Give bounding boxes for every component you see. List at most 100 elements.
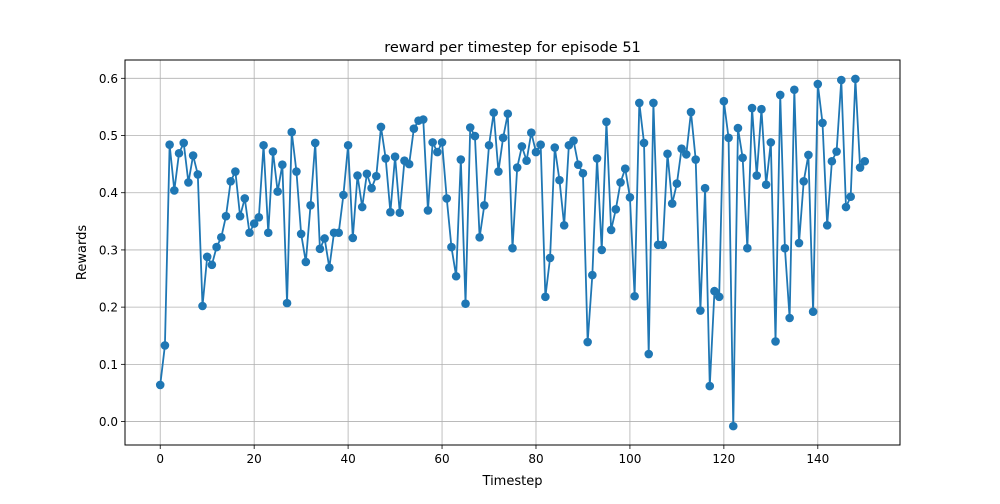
data-point [357, 202, 367, 212]
data-point [790, 85, 799, 95]
data-point [240, 194, 250, 203]
data-point [588, 270, 597, 280]
data-point [263, 228, 273, 238]
data-point [418, 115, 428, 124]
data-point [752, 171, 762, 180]
data-point [738, 153, 747, 163]
data-point [165, 140, 174, 149]
data-point [498, 133, 508, 143]
data-point [339, 190, 348, 200]
data-point [691, 155, 700, 164]
data-point [705, 381, 715, 391]
y-tick-label: 0.3 [99, 243, 118, 257]
x-axis-label: Timestep [482, 474, 543, 489]
data-point [836, 75, 846, 85]
data-point [780, 243, 790, 253]
y-tick-label: 0.2 [99, 301, 118, 315]
data-point [184, 178, 193, 187]
data-point [681, 150, 691, 159]
data-point [371, 171, 381, 181]
data-point [503, 109, 513, 119]
x-tick-label: 40 [340, 452, 355, 466]
data-point [719, 96, 729, 106]
data-point [804, 150, 813, 160]
data-point [296, 229, 306, 239]
data-point [475, 233, 484, 242]
data-point [451, 271, 461, 281]
data-point [306, 201, 315, 210]
x-axis-ticks: 0 20 40 60 80 100 120 140 [156, 445, 829, 466]
data-point [259, 140, 268, 150]
data-point [686, 107, 696, 117]
x-tick-label: 80 [528, 452, 543, 466]
data-point [216, 233, 226, 242]
data-point [404, 159, 414, 169]
data-point [555, 175, 564, 185]
data-point [254, 213, 264, 222]
y-tick-label: 0.6 [99, 72, 118, 86]
data-point [531, 147, 541, 157]
data-point [226, 176, 235, 186]
data-point [710, 286, 719, 296]
data-point [235, 211, 245, 221]
data-point [592, 154, 602, 163]
x-tick-label: 120 [712, 452, 735, 466]
data-point [649, 98, 658, 108]
data-point [282, 298, 292, 308]
data-point [846, 192, 855, 202]
data-point [785, 313, 794, 323]
data-point [625, 193, 635, 202]
data-point [677, 144, 686, 153]
data-point [841, 202, 851, 212]
data-point [409, 124, 419, 133]
data-point [757, 104, 766, 114]
data-point [273, 187, 282, 196]
data-point [207, 260, 217, 270]
data-point [583, 337, 592, 347]
data-point [461, 299, 470, 309]
data-point [376, 122, 386, 132]
data-point [663, 149, 672, 159]
data-point [292, 167, 301, 176]
data-point [855, 163, 865, 172]
data-point [188, 151, 198, 160]
data-point [170, 186, 179, 195]
data-point [198, 301, 207, 311]
data-point [287, 127, 297, 137]
data-point [160, 341, 170, 350]
data-point [174, 148, 184, 158]
data-point [268, 147, 278, 156]
data-point [179, 138, 189, 148]
data-point [433, 147, 442, 157]
data-point [193, 170, 203, 179]
grid-lines [125, 60, 900, 445]
data-point [465, 123, 475, 132]
data-point [484, 140, 494, 150]
data-point [315, 244, 325, 254]
data-point [827, 156, 837, 166]
data-point [320, 234, 329, 243]
data-point [310, 138, 320, 148]
y-axis-label: Rewards [75, 225, 90, 280]
data-point [221, 211, 231, 221]
data-point [245, 228, 254, 238]
y-tick-label: 0.4 [99, 186, 118, 200]
data-point [536, 140, 545, 149]
data-point [743, 243, 752, 253]
data-point [771, 337, 780, 346]
data-point [508, 243, 517, 253]
x-tick-label: 20 [247, 452, 262, 466]
plot-area-frame [124, 59, 901, 446]
data-point [644, 349, 654, 359]
data-point [442, 194, 452, 203]
data-point [522, 156, 531, 165]
data-point [381, 154, 390, 163]
data-point [818, 118, 827, 128]
data-point [489, 108, 499, 117]
data-point [559, 221, 569, 230]
chart-title: reward per timestep for episode 51 [384, 40, 641, 56]
y-axis-ticks: 0.0 0.1 0.2 0.3 0.4 0.5 0.6 [99, 72, 125, 429]
data-point [456, 155, 466, 164]
